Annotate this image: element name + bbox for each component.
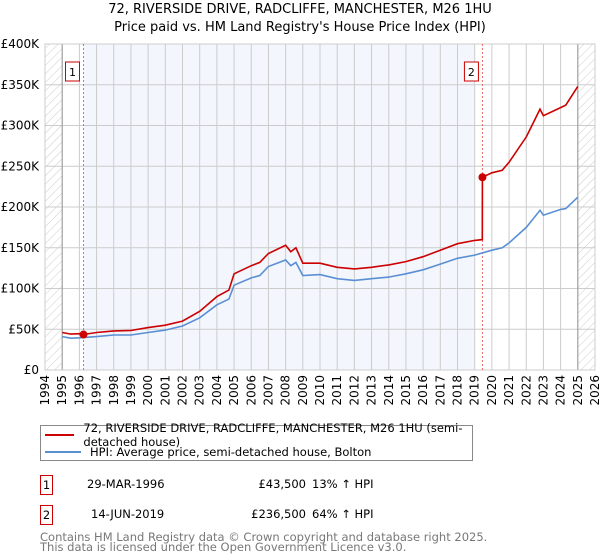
x-tick-label: 1999 bbox=[124, 375, 138, 406]
price-chart: 1994 1995 1996 1997 1998 1999 2000 2001 2002 2003… bbox=[1, 37, 600, 406]
sale-label: 1 bbox=[69, 66, 76, 79]
x-tick-label: 2003 bbox=[193, 375, 207, 406]
x-tick-label: 2004 bbox=[210, 375, 224, 406]
x-tick-label: 2006 bbox=[244, 375, 258, 406]
y-tick-label: £350K bbox=[1, 78, 41, 92]
x-tick-label: 2019 bbox=[468, 375, 482, 406]
x-tick-label: 2007 bbox=[261, 375, 275, 406]
x-tick-label: 2018 bbox=[451, 375, 465, 406]
x-tick-label: 1997 bbox=[90, 375, 104, 406]
sale-label: 2 bbox=[468, 66, 475, 79]
x-tick-label: 2011 bbox=[330, 375, 344, 406]
x-tick-label: 2009 bbox=[296, 375, 310, 406]
x-tick-label: 2021 bbox=[502, 375, 516, 406]
transaction-date: 29-MAR-1996 bbox=[87, 477, 165, 491]
property-price-line bbox=[62, 85, 579, 336]
x-tick-label: 2010 bbox=[313, 375, 327, 406]
x-tick-label: 2005 bbox=[227, 375, 241, 406]
y-tick-label: £50K bbox=[8, 322, 40, 336]
y-tick-label: £0 bbox=[24, 363, 39, 377]
x-tick-label: 2026 bbox=[588, 375, 600, 406]
x-tick-label: 2001 bbox=[158, 375, 172, 406]
sale-point bbox=[79, 330, 88, 339]
x-tick-label: 2023 bbox=[536, 375, 550, 406]
y-tick-label: £150K bbox=[1, 241, 41, 255]
hpi-line-swatch bbox=[45, 451, 81, 453]
x-tick-label: 2015 bbox=[399, 375, 413, 406]
y-tick-label: £200K bbox=[1, 200, 41, 214]
x-tick-label: 1996 bbox=[72, 375, 86, 406]
sale-point bbox=[478, 173, 487, 182]
hpi-line bbox=[62, 196, 579, 340]
y-tick-label: £400K bbox=[1, 37, 41, 51]
y-tick-label: £300K bbox=[1, 119, 41, 133]
x-tick-label: 2022 bbox=[519, 375, 533, 406]
transaction-price: £43,500 bbox=[258, 477, 306, 491]
y-tick-label: £250K bbox=[1, 159, 41, 173]
chart-title: 72, RIVERSIDE DRIVE, RADCLIFFE, MANCHEST… bbox=[108, 2, 492, 17]
marker-badge: 2 bbox=[40, 505, 53, 525]
x-tick-label: 2024 bbox=[554, 375, 568, 406]
transaction-hpi: 64% ↑ HPI bbox=[312, 507, 374, 521]
x-tick-label: 2013 bbox=[365, 375, 379, 406]
transaction-hpi: 13% ↑ HPI bbox=[312, 477, 374, 491]
x-tick-label: 2017 bbox=[433, 375, 447, 406]
y-tick-label: £100K bbox=[1, 282, 41, 296]
x-tick-label: 2000 bbox=[141, 375, 155, 406]
footer-copyright: Contains HM Land Registry data © Crown c… bbox=[40, 530, 488, 544]
sale-label-box bbox=[65, 61, 80, 82]
x-tick-label: 2008 bbox=[279, 375, 293, 406]
marker-badge: 1 bbox=[40, 475, 53, 495]
x-tick-label: 1994 bbox=[38, 375, 52, 406]
x-tick-label: 2025 bbox=[571, 375, 585, 406]
legend-hpi: HPI: Average price, semi-detached house,… bbox=[90, 445, 372, 459]
x-tick-label: 2002 bbox=[176, 375, 190, 406]
property-line-swatch bbox=[45, 434, 75, 436]
legend: 72, RIVERSIDE DRIVE, RADCLIFFE, MANCHEST… bbox=[40, 421, 473, 461]
x-tick-label: 2012 bbox=[347, 375, 361, 406]
x-tick-label: 2020 bbox=[485, 375, 499, 406]
chart-subtitle: Price paid vs. HM Land Registry's House … bbox=[114, 20, 486, 35]
legend-property: 72, RIVERSIDE DRIVE, RADCLIFFE, MANCHEST… bbox=[83, 421, 463, 449]
x-tick-label: 2014 bbox=[382, 375, 396, 406]
plot-border bbox=[44, 43, 596, 371]
sale-label-box bbox=[463, 61, 479, 82]
x-tick-label: 1995 bbox=[55, 375, 69, 406]
x-tick-label: 1998 bbox=[107, 375, 121, 406]
transaction-date: 14-JUN-2019 bbox=[91, 507, 165, 521]
x-tick-label: 2016 bbox=[416, 375, 430, 406]
footer-licence: This data is licensed under the Open Gov… bbox=[40, 540, 407, 554]
transaction-price: £236,500 bbox=[251, 507, 306, 521]
